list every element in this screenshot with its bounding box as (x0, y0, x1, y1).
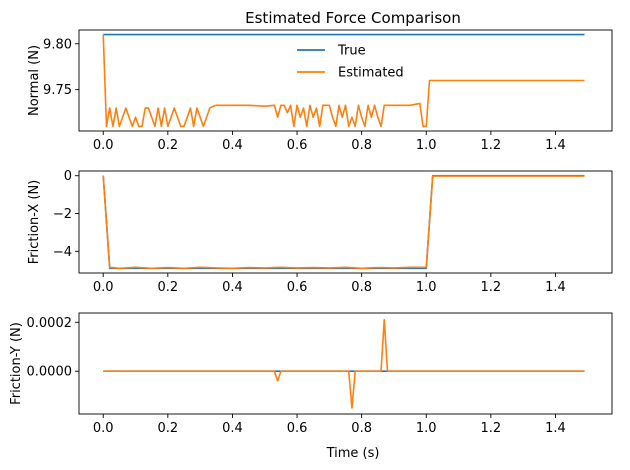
legend: True Estimated (297, 44, 404, 81)
y-tick-label: 0.0000 (27, 365, 73, 380)
y-tick-label: −4 (53, 245, 72, 260)
legend-label-true: True (337, 44, 366, 59)
series-line-estimated (103, 319, 585, 409)
axes-frame (78, 312, 613, 415)
series-line-estimated (102, 175, 585, 270)
x-tick-label: 0.4 (222, 421, 243, 436)
x-tick-label: 1.4 (545, 421, 566, 436)
legend-label-estimated: Estimated (338, 66, 404, 81)
x-tick-label: 0.6 (287, 138, 308, 153)
x-tick-label: 1.2 (481, 138, 502, 153)
y-tick-label: 0.0002 (27, 316, 73, 331)
x-tick-label: 1.0 (416, 421, 437, 436)
x-tick-label: 1.2 (481, 280, 502, 295)
x-tick-label: 0.8 (351, 280, 372, 295)
x-tick-label: 0.0 (93, 421, 114, 436)
axes-frame (78, 170, 613, 274)
x-tick-label: 1.4 (545, 280, 566, 295)
x-tick-label: 1.2 (481, 421, 502, 436)
x-tick-label: 0.8 (351, 421, 372, 436)
y-axis-label: Friction-Y (N) (9, 322, 24, 405)
x-tick-label: 0.0 (93, 138, 114, 153)
y-tick-label: 9.75 (43, 83, 72, 98)
series-line-estimated (102, 34, 585, 128)
x-tick-label: 0.4 (222, 138, 243, 153)
y-axis-label: Normal (N) (27, 45, 42, 116)
x-tick-label: 0.2 (157, 280, 178, 295)
x-axis-label: Time (s) (326, 446, 380, 461)
x-tick-label: 0.6 (287, 280, 308, 295)
series-line-true (102, 174, 585, 270)
axes-frame (78, 29, 613, 132)
x-tick-label: 1.0 (416, 138, 437, 153)
x-tick-label: 0.2 (157, 138, 178, 153)
x-tick-label: 1.4 (545, 138, 566, 153)
subplot-friction-x: 0.0 0.2 0.4 0.6 0.8 1.0 1.2 1.4 −4 −2 0 Friction-X … (27, 169, 613, 295)
y-axis-label: Friction-X (N) (27, 180, 42, 265)
y-tick-label: 9.80 (43, 37, 72, 52)
figure-title: Estimated Force Comparison (245, 9, 461, 27)
x-tick-label: 0.4 (222, 280, 243, 295)
x-tick-label: 1.0 (416, 280, 437, 295)
x-tick-label: 0.0 (93, 280, 114, 295)
x-tick-label: 0.8 (351, 138, 372, 153)
y-tick-label: −2 (53, 207, 72, 222)
x-tick-label: 0.6 (287, 421, 308, 436)
subplot-friction-y: 0.0 0.2 0.4 0.6 0.8 1.0 1.2 1.4 0.0000 0.0002Fric… (9, 312, 613, 436)
y-tick-label: 0 (64, 169, 72, 184)
x-tick-label: 0.2 (157, 421, 178, 436)
